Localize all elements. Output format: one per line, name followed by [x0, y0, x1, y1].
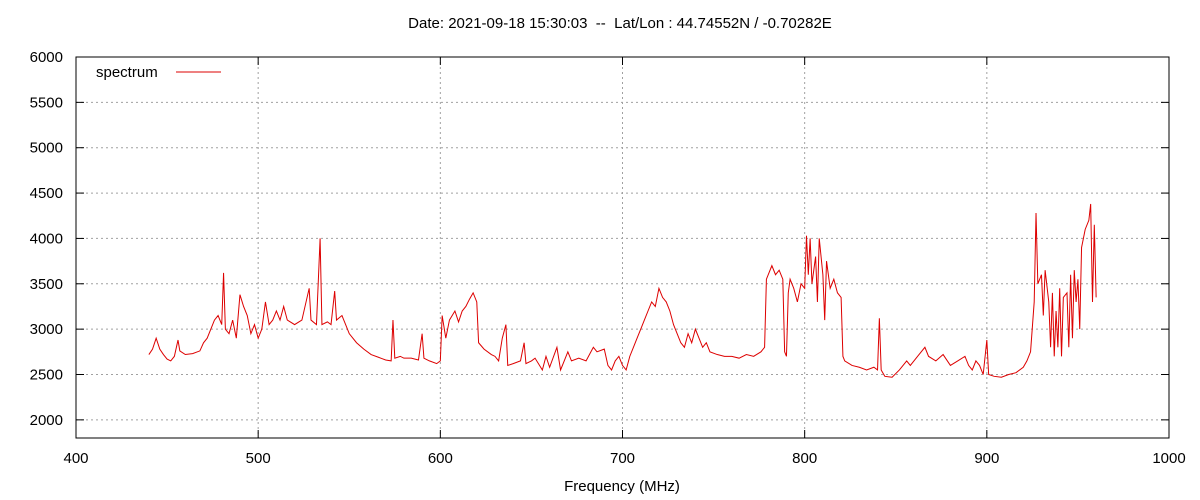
- y-tick-label: 2000: [30, 412, 63, 429]
- y-tick-label: 3000: [30, 321, 63, 338]
- y-tick-label: 6000: [30, 49, 63, 66]
- y-tick-label: 2500: [30, 367, 63, 384]
- y-tick-label: 5000: [30, 140, 63, 157]
- x-tick-label: 400: [63, 450, 88, 467]
- y-tick-label: 4000: [30, 230, 63, 247]
- legend-label: spectrum: [96, 64, 158, 81]
- x-tick-label: 800: [792, 450, 817, 467]
- spectrum-line: [148, 203, 1097, 378]
- x-tick-label: 1000: [1152, 450, 1185, 467]
- x-tick-label: 900: [974, 450, 999, 467]
- y-tick-label: 5500: [30, 94, 63, 111]
- plot-frame: [75, 56, 1170, 439]
- x-tick-label: 600: [428, 450, 453, 467]
- x-axis-label: Frequency (MHz): [564, 478, 680, 495]
- chart-title: Date: 2021-09-18 15:30:03 -- Lat/Lon : 4…: [408, 15, 832, 32]
- y-tick-label: 4500: [30, 185, 63, 202]
- x-tick-label: 500: [246, 450, 271, 467]
- x-tick-label: 700: [610, 450, 635, 467]
- y-tick-label: 3500: [30, 276, 63, 293]
